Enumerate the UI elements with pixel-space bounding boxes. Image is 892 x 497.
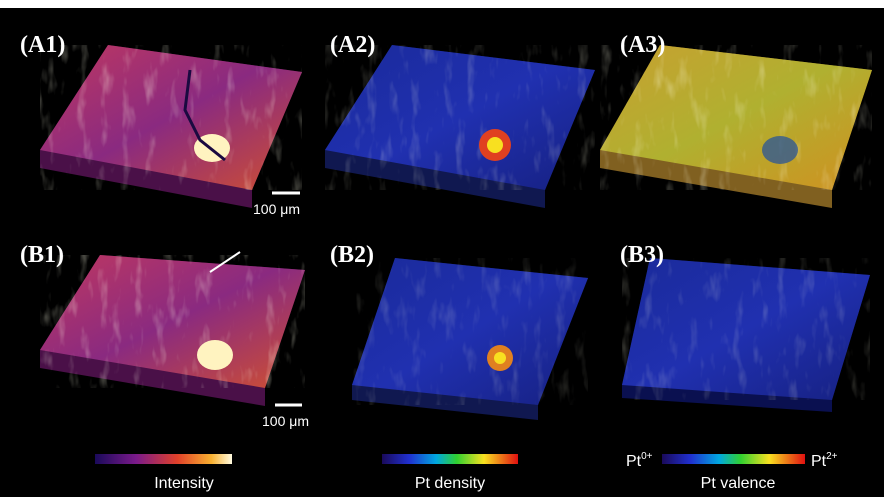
- colorbar: [662, 454, 805, 464]
- panel-label: (B2): [330, 242, 374, 268]
- scale-bar-label: 100 μm: [253, 201, 300, 217]
- render-b3: [622, 258, 870, 412]
- figure: (A1) (A2) (A3) (B1) (B2) (B3) 100 μm 100…: [0, 0, 892, 497]
- panel-label: (A2): [330, 32, 375, 58]
- colorbar: [382, 454, 518, 464]
- panel-label: (A3): [620, 32, 665, 58]
- panel-label: (B3): [620, 242, 664, 268]
- scale-bar-label: 100 μm: [262, 413, 309, 429]
- panel-label: (A1): [20, 32, 65, 58]
- panel-label: (B1): [20, 242, 64, 268]
- colorbar-title: Pt valence: [701, 475, 776, 492]
- colorbar-title: Intensity: [154, 475, 214, 492]
- colorbar-title: Pt density: [415, 475, 485, 492]
- colorbar: [95, 454, 232, 464]
